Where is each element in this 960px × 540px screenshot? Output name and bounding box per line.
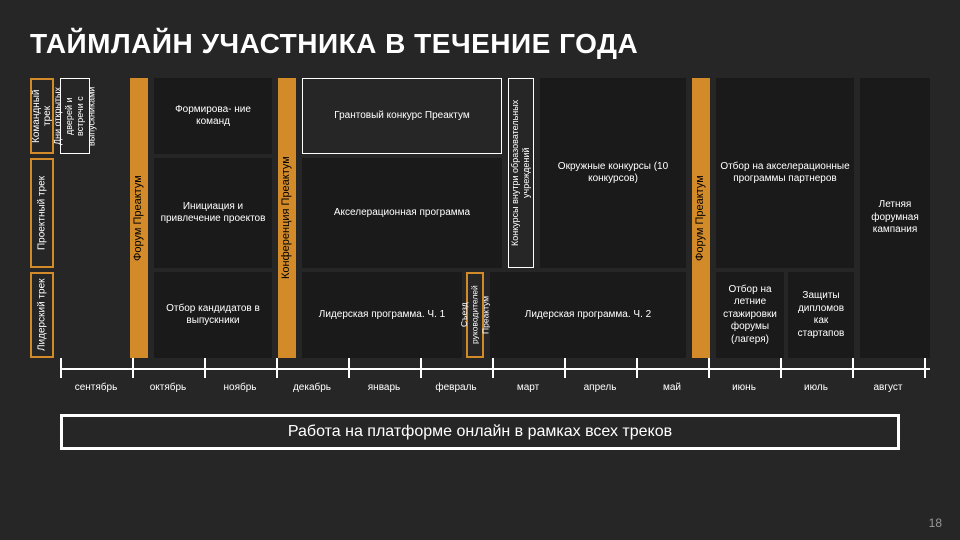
month-axis: сентябрь октябрь ноябрь декабрь январь феврал… [60, 364, 930, 394]
timeline-box-partner-accel: Отбор на акселерационные программы партн… [716, 78, 854, 268]
timeline-box-leader-p2: Лидерская программа. Ч. 2 [490, 272, 686, 358]
timeline-grid: Дни открытых дверей и встречи с выпускни… [60, 78, 930, 358]
axis-tick [636, 358, 638, 378]
month-label: январь [368, 382, 400, 393]
axis-tick [204, 358, 206, 378]
timeline-box-grant: Грантовый конкурс Преактум [302, 78, 502, 154]
axis-tick [708, 358, 710, 378]
month-label: май [663, 382, 681, 393]
timeline-box-init-projects: Инициация и привлечение проектов [154, 158, 272, 268]
axis-line [60, 368, 930, 370]
timeline-box-open-doors: Дни открытых дверей и встречи с выпускни… [60, 78, 90, 154]
timeline-box-leader-p1: Лидерская программа. Ч. 1 [302, 272, 462, 358]
online-platform-bar: Работа на платформе онлайн в рамках всех… [60, 414, 900, 450]
axis-tick [852, 358, 854, 378]
timeline-box-inner-comp: Конкурсы внутри образовательных учрежден… [508, 78, 534, 268]
track-label: Командный трек [30, 78, 54, 154]
timeline-box-accel: Акселерационная программа [302, 158, 502, 268]
timeline-area: Командный трек Проектный трек Лидерский тр… [30, 78, 930, 358]
timeline-box-summer-intern: Отбор на летние стажировки форумы (лагер… [716, 272, 784, 358]
timeline-box-forum-1: Форум Преактум [130, 78, 148, 358]
axis-tick [132, 358, 134, 378]
axis-tick [492, 358, 494, 378]
timeline-box-diploma: Защиты дипломов как стартапов [788, 272, 854, 358]
track-label: Лидерский трек [30, 272, 54, 358]
page-title: ТАЙМЛАЙН УЧАСТНИКА В ТЕЧЕНИЕ ГОДА [30, 28, 930, 60]
month-label: март [517, 382, 539, 393]
month-label: апрель [584, 382, 617, 393]
timeline-box-conference: Конференция Преактум [278, 78, 296, 358]
axis-tick [276, 358, 278, 378]
month-label: декабрь [293, 382, 331, 393]
page-number: 18 [929, 516, 942, 530]
timeline-box-congress: Съезд руководителей Преактум [466, 272, 484, 358]
axis-tick [420, 358, 422, 378]
axis-tick [564, 358, 566, 378]
month-label: сентябрь [75, 382, 118, 393]
month-label: июль [804, 382, 828, 393]
timeline-box-summer-forum: Летняя форумная кампания [860, 78, 930, 358]
slide: ТАЙМЛАЙН УЧАСТНИКА В ТЕЧЕНИЕ ГОДА Команд… [0, 0, 960, 540]
axis-tick [780, 358, 782, 378]
track-label: Проектный трек [30, 158, 54, 268]
month-label: февраль [435, 382, 476, 393]
month-label: октябрь [150, 382, 187, 393]
timeline-box-form-teams: Формирова- ние команд [154, 78, 272, 154]
month-label: август [874, 382, 903, 393]
timeline-box-district-comp: Окружные конкурсы (10 конкурсов) [540, 78, 686, 268]
axis-tick [924, 358, 926, 378]
month-label: ноябрь [224, 382, 257, 393]
track-labels-column: Командный трек Проектный трек Лидерский тр… [30, 78, 54, 358]
month-label: июнь [732, 382, 756, 393]
timeline-box-candidates: Отбор кандидатов в выпускники [154, 272, 272, 358]
axis-tick [60, 358, 62, 378]
timeline-box-forum-2: Форум Преактум [692, 78, 710, 358]
axis-tick [348, 358, 350, 378]
